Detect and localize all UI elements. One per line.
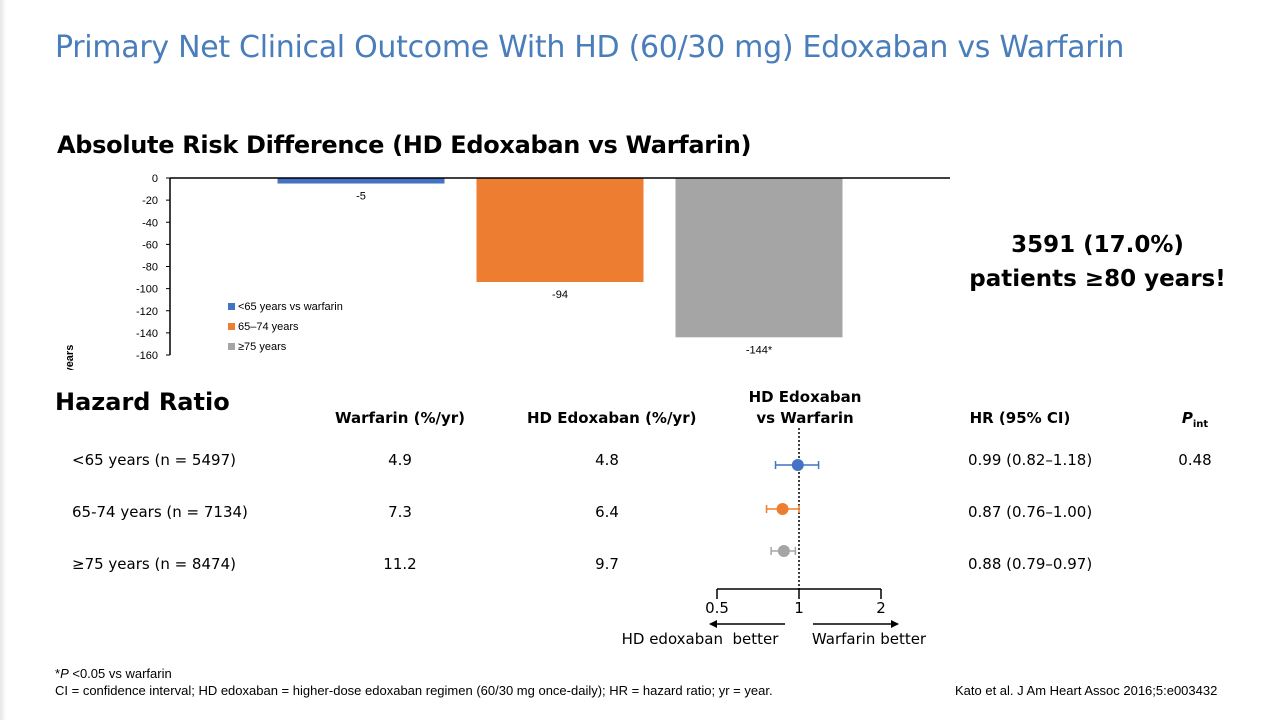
bar	[675, 178, 843, 338]
table-cell-hr: 0.99 (0.82–1.18)	[968, 451, 1093, 469]
bar-y-tick-label: -100	[136, 284, 158, 296]
forest-axis-tick-label: 1	[794, 599, 804, 617]
bar-y-tick-label: -40	[142, 217, 158, 229]
table-cell-edoxaban: 4.8	[595, 451, 619, 469]
right-arrow-label: Warfarin better	[812, 630, 927, 648]
legend-label: <65 years vs warfarin	[238, 301, 343, 313]
table-cell-warfarin: 4.9	[388, 451, 412, 469]
bar-marks: -5 -94 -144*	[170, 177, 950, 356]
col-plot-line2: vs Warfarin	[756, 409, 854, 427]
callout-count: 3591 (17.0%)	[1011, 232, 1184, 258]
bar-chart-title: Absolute Risk Difference (HD Edoxaban vs…	[57, 131, 752, 159]
left-arrow-label: HD edoxaban better	[622, 630, 780, 648]
col-p-int: Pint	[1170, 408, 1220, 435]
bar-data-label: -94	[552, 289, 568, 301]
bar-y-axis: 0 -20 -40 -60 -80 -100 -120 -140 -160	[136, 173, 171, 362]
table-cell-hr: 0.88 (0.79–0.97)	[968, 555, 1093, 573]
table-cell-hr: 0.87 (0.76–1.00)	[968, 503, 1093, 521]
forest-axis-tick-label: 2	[876, 599, 886, 617]
bar-y-tick-label: 0	[152, 173, 158, 185]
legend-swatch	[228, 303, 235, 310]
table-row-label: ≥75 years (n = 8474)	[72, 555, 236, 573]
bar-legend: <65 years vs warfarin 65–74 years ≥75 year…	[228, 301, 343, 353]
bar-y-tick-label: -120	[136, 306, 158, 318]
legend-label: ≥75 years	[238, 341, 287, 353]
bar-y-tick-label: -20	[142, 195, 158, 207]
slide-title: Primary Net Clinical Outcome With HD (60…	[55, 30, 1125, 65]
col-p-sub: int	[1192, 419, 1209, 430]
legend-label: 65–74 years	[238, 321, 299, 333]
forest-axis-tick-label: 0.5	[705, 599, 729, 617]
bar-y-tick-label: -60	[142, 239, 158, 251]
bar-y-tick-label: -160	[136, 350, 158, 362]
forest-point	[777, 545, 790, 557]
table-row-label: 65-74 years (n = 7134)	[72, 503, 248, 521]
bar	[277, 178, 445, 184]
col-p-main: P	[1181, 409, 1193, 427]
forest-point	[791, 459, 804, 471]
footnote-abbreviations: CI = confidence interval; HD edoxaban = …	[55, 683, 773, 698]
footnote-sig-text: <0.05 vs warfarin	[68, 666, 172, 681]
slide-edge	[0, 0, 6, 720]
bar-y-tick-label: -80	[142, 262, 158, 274]
table-row-label: <65 years (n = 5497)	[72, 451, 236, 469]
bar-y-axis-label: Events/10000 patient years	[64, 345, 76, 370]
col-hr: HR (95% CI)	[969, 409, 1071, 427]
forest-x-axis: 0.5 1 2	[705, 588, 886, 617]
citation: Kato et al. J Am Heart Assoc 2016;5:e003…	[955, 683, 1218, 698]
bar-data-label: -144*	[746, 344, 773, 356]
bar-y-tick-label: -140	[136, 328, 158, 340]
forest-point	[776, 503, 789, 515]
col-warfarin: Warfarin (%/yr)	[334, 409, 465, 427]
legend-swatch	[228, 343, 235, 350]
table-cell-edoxaban: 9.7	[595, 555, 619, 573]
bar-chart: 0 -20 -40 -60 -80 -100 -120 -140 -160 -5 -94 -144*…	[64, 173, 950, 370]
table-cell-p: 0.48	[1178, 451, 1212, 469]
bar	[476, 178, 644, 282]
legend-swatch	[228, 323, 235, 330]
table-cell-edoxaban: 6.4	[595, 503, 619, 521]
table-cell-warfarin: 7.3	[388, 503, 412, 521]
bar-data-label: -5	[356, 191, 366, 203]
callout-age: patients ≥80 years!	[969, 266, 1226, 292]
col-edoxaban: HD Edoxaban (%/yr)	[527, 409, 697, 427]
col-plot-line1: HD Edoxaban	[748, 388, 862, 406]
forest-marks	[765, 459, 820, 557]
footnote-p: P	[60, 666, 69, 681]
hazard-ratio-title: Hazard Ratio	[55, 388, 230, 416]
footnote-significance: *P <0.05 vs warfarin	[55, 666, 172, 681]
table-cell-warfarin: 11.2	[383, 555, 417, 573]
